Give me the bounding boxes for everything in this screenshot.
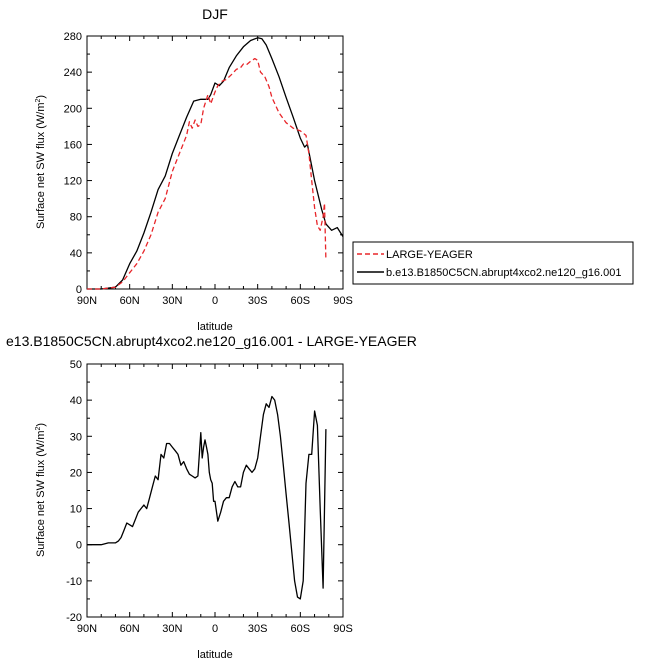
top-x-ticks: 90N 60N 30N 0 30S 60S 90S	[77, 36, 353, 307]
y-tick-label: 120	[64, 176, 82, 188]
x-tick-label: 0	[212, 623, 218, 635]
x-tick-label: 60N	[120, 295, 140, 307]
bottom-y-ticks: -20 -10 0 10 20 30 40 50	[66, 359, 343, 624]
bottom-x-ticks: 90N 60N 30N 0 30S 60S 90S	[77, 364, 353, 635]
top-series-lines	[87, 37, 344, 290]
y-tick-label: 40	[70, 248, 82, 260]
top-chart: DJF 90N 60N 30N 0 30S 60S 90S 0 40 80 120 160 200 24…	[35, 6, 353, 333]
y-tick-label: 80	[70, 212, 82, 224]
bottom-series-lines	[87, 395, 327, 600]
legend-box	[352, 241, 634, 285]
top-plot-frame	[86, 35, 344, 290]
y-tick-label: -20	[66, 612, 82, 624]
legend: LARGE-YEAGER b.e13.B1850C5CN.abrupt4xco2…	[352, 241, 634, 285]
series-line	[87, 37, 344, 290]
x-tick-label: 30S	[248, 623, 268, 635]
y-tick-label: 0	[76, 284, 82, 296]
x-tick-label: 90S	[333, 623, 353, 635]
x-tick-label: 90N	[77, 623, 97, 635]
y-tick-label: 0	[76, 540, 82, 552]
top-y-axis-label-main: Surface net SW flux (W/m	[35, 103, 47, 230]
y-tick-label: -10	[66, 576, 82, 588]
bottom-chart: e13.B1850C5CN.abrupt4xco2.ne120_g16.001 …	[6, 333, 417, 661]
x-tick-label: 60S	[291, 623, 311, 635]
legend-label-large-yeager: LARGE-YEAGER	[386, 249, 473, 261]
y-tick-label: 280	[64, 31, 82, 43]
x-tick-label: 0	[212, 295, 218, 307]
x-tick-label: 60S	[291, 295, 311, 307]
x-tick-label: 90S	[333, 295, 353, 307]
x-tick-label: 90N	[77, 295, 97, 307]
top-y-axis-label-close: )	[35, 95, 47, 99]
y-tick-label: 40	[70, 395, 82, 407]
bottom-x-axis-label: latitude	[197, 649, 232, 661]
top-chart-title: DJF	[202, 6, 228, 22]
y-tick-label: 10	[70, 504, 82, 516]
y-tick-label: 200	[64, 103, 82, 115]
y-tick-label: 160	[64, 139, 82, 151]
y-tick-label: 20	[70, 467, 82, 479]
legend-label-abrupt4xco2: b.e13.B1850C5CN.abrupt4xco2.ne120_g16.00…	[386, 267, 621, 279]
x-tick-label: 30S	[248, 295, 268, 307]
top-y-ticks: 0 40 80 120 160 200 240 280	[64, 31, 343, 296]
bottom-y-axis-label: Surface net SW flux (W/m2)	[35, 423, 47, 557]
bottom-y-axis-label-sup: 2	[35, 427, 42, 431]
y-tick-label: 240	[64, 67, 82, 79]
series-line	[87, 395, 327, 600]
bottom-y-axis-label-main: Surface net SW flux (W/m	[35, 431, 47, 558]
y-tick-label: 50	[70, 359, 82, 371]
top-y-axis-label: Surface net SW flux (W/m2)	[35, 95, 47, 229]
series-line	[87, 57, 327, 290]
x-tick-label: 30N	[162, 623, 182, 635]
x-tick-label: 60N	[120, 623, 140, 635]
bottom-chart-title: e13.B1850C5CN.abrupt4xco2.ne120_g16.001 …	[6, 333, 417, 349]
bottom-plot-frame	[86, 363, 344, 618]
top-y-axis-label-sup: 2	[35, 99, 42, 103]
top-x-axis-label: latitude	[197, 321, 232, 333]
y-tick-label: 30	[70, 431, 82, 443]
x-tick-label: 30N	[162, 295, 182, 307]
bottom-y-axis-label-close: )	[35, 423, 47, 427]
